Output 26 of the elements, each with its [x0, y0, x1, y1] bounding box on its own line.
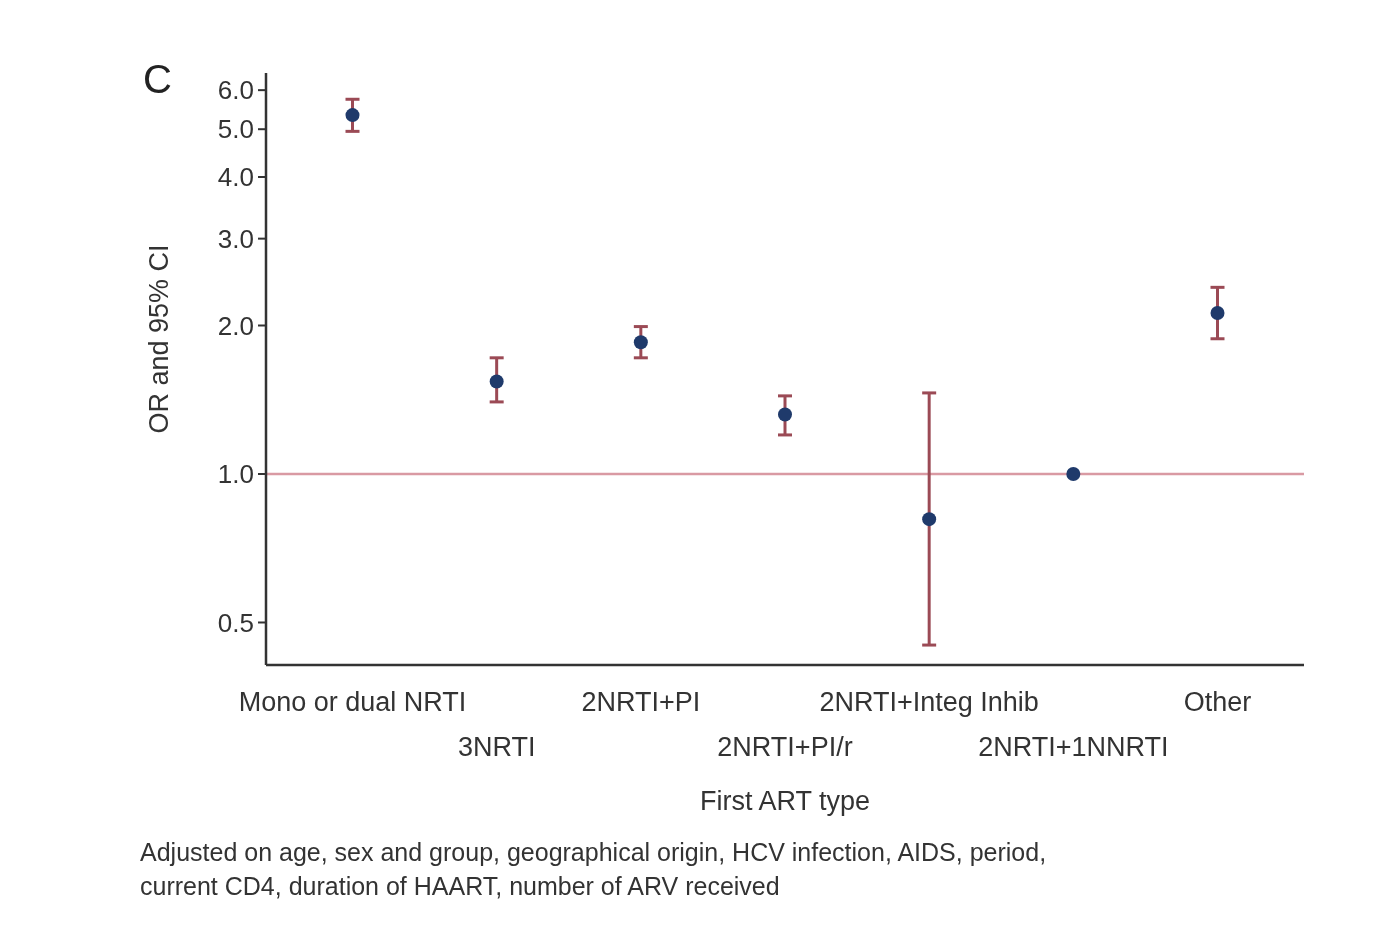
point: [345, 108, 360, 123]
point: [1066, 466, 1081, 481]
chart-title: C: [143, 57, 172, 101]
x-axis-title: First ART type: [699, 786, 871, 816]
x-tick-label: Other: [1183, 687, 1252, 717]
x-tick-label: 2NRTI+PI/r: [717, 732, 853, 762]
y-tick-label: 2.0: [217, 310, 254, 341]
y-tick-label: 0.5: [217, 607, 254, 638]
point: [1210, 306, 1225, 321]
x-tick-label: 2NRTI+Integ Inhib: [819, 687, 1039, 717]
y-tick-label: 5.0: [217, 114, 254, 145]
y-tick-label: 4.0: [217, 162, 254, 193]
text: current CD4, duration of HAART, number of ARV received: [140, 872, 780, 900]
point: [489, 374, 504, 389]
y-tick-label: 1.0: [217, 459, 254, 490]
x-tick-label: 2NRTI+1NNRTI: [978, 732, 1169, 762]
y-axis-title: OR and 95% CI: [144, 244, 174, 434]
x-tick-label: 2NRTI+PI: [581, 687, 701, 717]
x-tick-label: Mono or dual NRTI: [238, 687, 467, 717]
text: Adjusted on age, sex and group, geographical origin, HCV infection, AIDS, period,: [140, 838, 1047, 866]
point: [922, 512, 937, 527]
x-tick-label: 3NRTI: [457, 732, 536, 762]
point: [633, 335, 648, 350]
point: [778, 407, 792, 422]
y-tick-label: 3.0: [217, 223, 254, 254]
y-tick-label: 6.0: [217, 75, 254, 106]
